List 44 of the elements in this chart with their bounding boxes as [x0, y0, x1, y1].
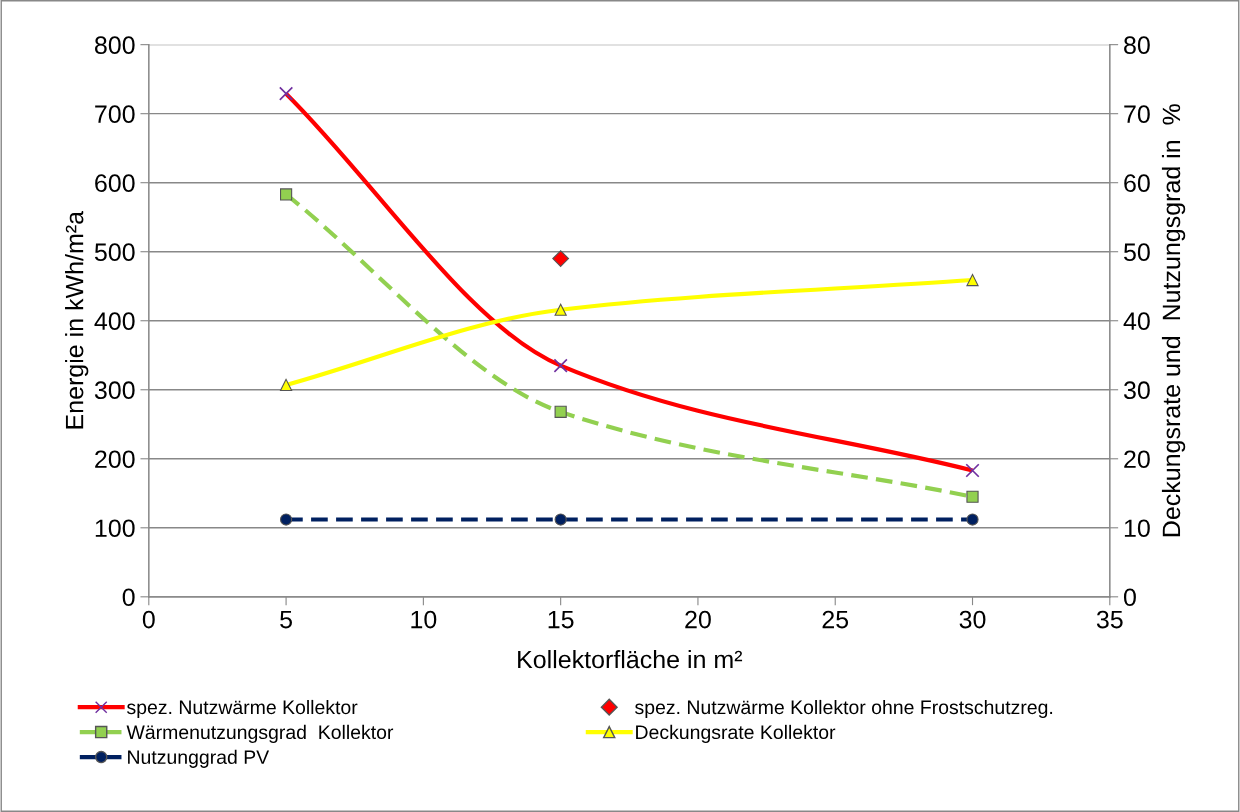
- y-tick-label: 800: [94, 36, 135, 54]
- point: [966, 490, 979, 503]
- y2-tick-label: 40: [1123, 312, 1150, 331]
- x-tick-label: 5: [280, 610, 292, 629]
- y-tick-label: 500: [94, 243, 135, 262]
- x-tick-label: 25: [822, 610, 849, 629]
- point: [554, 405, 567, 418]
- y-tick-label: 200: [95, 450, 135, 469]
- y-tick-label: 700: [95, 105, 135, 123]
- y2-tick-label: 50: [1123, 243, 1150, 262]
- y2-tick-label: 0: [1123, 588, 1136, 607]
- x-tick-label: 0: [142, 610, 155, 629]
- point: [554, 303, 567, 316]
- x-tick-label: 10: [411, 610, 437, 629]
- y-tick-label: 600: [95, 174, 135, 192]
- legend-label: spez. Nutzwärme Kollektor ohne Frostschutzreg.: [635, 699, 1053, 719]
- x-tick-label: 35: [1096, 610, 1123, 629]
- x-tick-label: 20: [685, 610, 711, 629]
- y2-tick-label: 60: [1124, 174, 1150, 192]
- legend-label: Deckungsrate Kollektor: [636, 724, 836, 743]
- point: [966, 513, 979, 526]
- y-tick-label: 300: [94, 381, 135, 400]
- legend-label: Wärmenutzungsgrad Kollektor: [126, 724, 394, 743]
- point: [279, 513, 293, 526]
- y2-tick-label: 10: [1124, 519, 1150, 538]
- y2-axis-title: Deckungsrate und Nutzungsgrad in %: [1161, 104, 1186, 537]
- x-tick-label: 30: [959, 610, 986, 629]
- y-tick-label: 0: [122, 588, 135, 607]
- y-tick-label: 400: [94, 312, 135, 331]
- point: [279, 378, 293, 392]
- y2-tick-label: 80: [1124, 36, 1150, 54]
- y2-tick-label: 70: [1124, 105, 1150, 123]
- point: [279, 188, 293, 201]
- point: [554, 513, 567, 526]
- x-tick-label: 15: [548, 610, 574, 629]
- legend-label: spez. Nutzwärme Kollektor: [127, 699, 358, 719]
- y2-tick-label: 30: [1123, 381, 1150, 400]
- point: [966, 273, 979, 287]
- y-axis-title: Energie in kWh/m²a: [65, 210, 89, 429]
- point: [552, 250, 570, 268]
- x-axis-title: Kollektorfläche in m²: [518, 649, 743, 669]
- y2-tick-label: 20: [1124, 450, 1150, 469]
- legend-label: Nutzunggrad PV: [128, 749, 270, 768]
- y-tick-label: 100: [95, 519, 135, 538]
